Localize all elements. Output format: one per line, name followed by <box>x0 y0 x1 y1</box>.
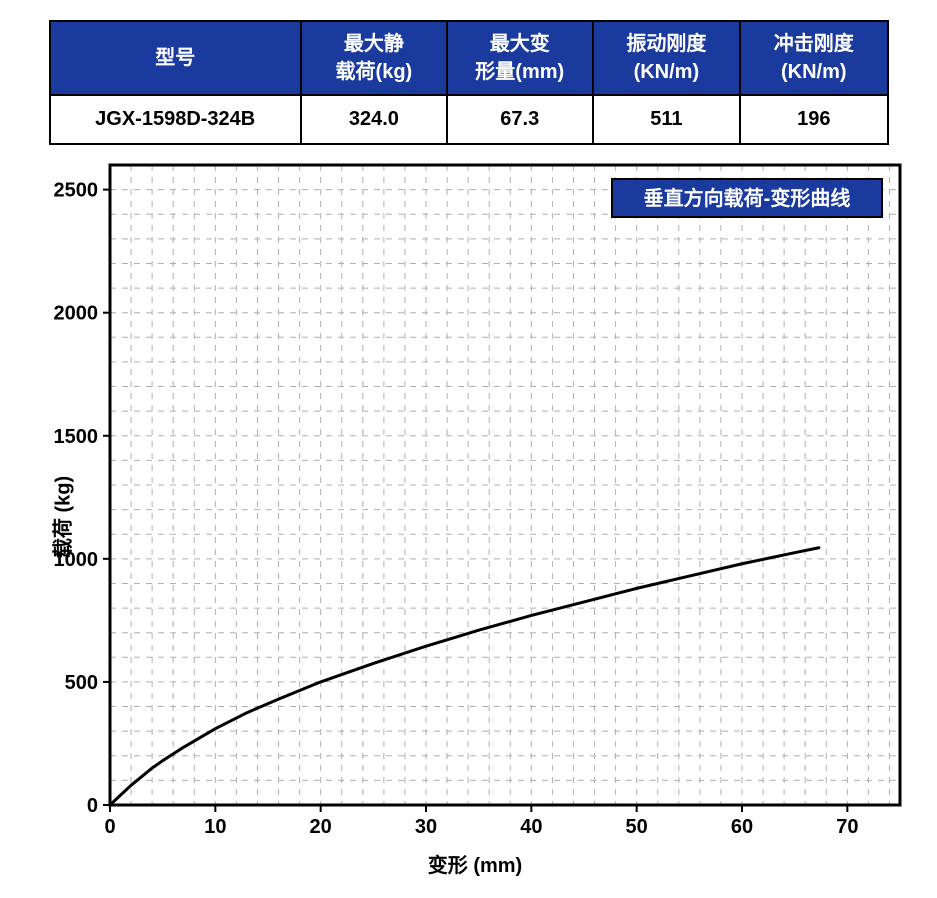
x-tick-label: 70 <box>836 816 858 838</box>
y-tick-label: 1500 <box>54 426 99 448</box>
col-vibration-stiffness: 振动刚度(KN/m) <box>593 21 740 95</box>
x-tick-label: 60 <box>731 816 753 838</box>
x-tick-label: 30 <box>415 816 437 838</box>
x-tick-label: 20 <box>310 816 332 838</box>
x-axis-label: 变形 (mm) <box>30 849 920 878</box>
y-tick-label: 2500 <box>54 180 99 202</box>
col-max-deformation: 最大变形量(mm) <box>447 21 593 95</box>
x-tick-label: 10 <box>204 816 226 838</box>
load-deformation-chart: 01020304050607005001000150020002500垂直方向载… <box>30 155 920 845</box>
cell-max-static-load: 324.0 <box>301 95 447 144</box>
y-tick-label: 0 <box>87 795 98 817</box>
col-model: 型号 <box>50 21 301 95</box>
col-max-static-load: 最大静载荷(kg) <box>301 21 447 95</box>
spec-header-row: 型号 最大静载荷(kg) 最大变形量(mm) 振动刚度(KN/m) 冲击刚度(K… <box>50 21 888 95</box>
chart-title-text: 垂直方向载荷-变形曲线 <box>644 186 851 210</box>
spec-data-row: JGX-1598D-324B 324.0 67.3 511 196 <box>50 95 888 144</box>
cell-vibration-stiffness: 511 <box>593 95 740 144</box>
x-tick-label: 40 <box>520 816 542 838</box>
cell-model: JGX-1598D-324B <box>50 95 301 144</box>
chart-container: 载荷 (kg) 01020304050607005001000150020002… <box>30 155 920 878</box>
y-tick-label: 2000 <box>54 303 99 325</box>
y-axis-label: 载荷 (kg) <box>47 475 76 557</box>
x-tick-label: 0 <box>104 816 115 838</box>
x-tick-label: 50 <box>626 816 648 838</box>
cell-max-deformation: 67.3 <box>447 95 593 144</box>
spec-table: 型号 最大静载荷(kg) 最大变形量(mm) 振动刚度(KN/m) 冲击刚度(K… <box>49 20 889 145</box>
y-tick-label: 500 <box>65 672 98 694</box>
cell-impact-stiffness: 196 <box>740 95 887 144</box>
col-impact-stiffness: 冲击刚度(KN/m) <box>740 21 887 95</box>
